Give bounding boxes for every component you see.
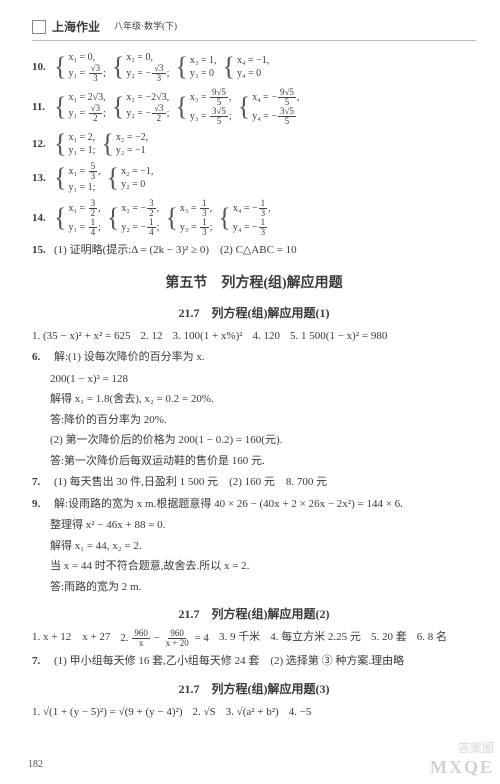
q7: 7. (1) 每天售出 30 件,日盈利 1 500 元 (2) 160 元 8… [32,474,476,491]
page-number: 182 [28,759,43,770]
sub-217-3: 21.7 列方程(组)解应用题(3) [32,680,476,698]
q14: 14. { x₁ = 32, y₁ = 14; { x₂ = −32, y₂ =… [32,199,476,237]
answers-217-1: 1. (35 − x)² + x² = 625 2. 12 3. 100(1 +… [32,328,476,345]
sub-217-1: 21.7 列方程(组)解应用题(1) [32,304,476,322]
sub-217-2: 21.7 列方程(组)解应用题(2) [32,605,476,623]
q9: 9. 解:设雨路的宽为 x m.根据题意得 40 × 26 − (40x + 2… [32,496,476,513]
answers-217-2: 1. x + 12 x + 27 2. 960x − 960x + 20 = 4… [32,629,476,648]
q15: 15. (1) 证明略(提示:Δ = (2k − 3)² ≥ 0) (2) C△… [32,242,476,259]
header-rule [32,40,476,41]
page-header: 上海作业 八年级·数学(下) [32,18,476,36]
watermark-small: 答案圈 [458,739,494,756]
answers-217-3: 1. √(1 + (y − 5)²) = √(9 + (y − 4)²) 2. … [32,704,476,721]
header-icon [32,20,46,34]
q12: 12. { x₁ = 2,y₁ = 1; { x₂ = −2,y₂ = −1 [32,131,476,157]
q6: 6. 解:(1) 设每次降价的百分率为 x. [32,349,476,366]
header-sub: 八年级·数学(下) [114,20,177,34]
q7b: 7. (1) 甲小组每天修 16 套,乙小组每天修 24 套 (2) 选择第 ③… [32,653,476,670]
q10: 10. { x₁ = 0, y₁ = √33; { x₂ = 0, y₂ = −… [32,51,476,83]
q11: 11. { x₁ = 2√3, y₁ = √32; { x₂ = −2√3, y… [32,88,476,126]
q13: 13. { x₁ = 53, y₁ = 1; { x₂ = −1,y₂ = 0 [32,162,476,194]
section-5-title: 第五节 列方程(组)解应用题 [32,273,476,294]
q-num: 10. [32,59,50,76]
header-title: 上海作业 [52,18,100,36]
watermark: MXQE [430,757,494,778]
